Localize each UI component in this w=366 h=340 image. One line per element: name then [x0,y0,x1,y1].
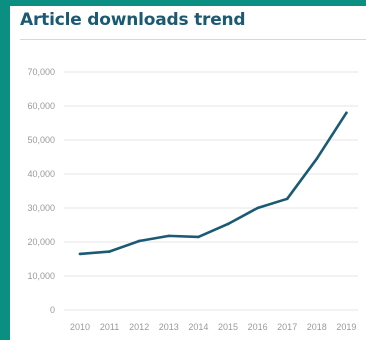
y-tick-label-30000: 30,000 [27,203,55,213]
data-point-2015 [226,222,230,226]
series-line-0 [78,111,348,256]
y-tick-label-40000: 40,000 [27,169,55,179]
title-divider [20,39,366,40]
x-tick-label-2011: 2011 [100,322,119,332]
y-tick-label-50000: 50,000 [27,135,55,145]
x-tick-label-2015: 2015 [218,322,238,332]
data-point-2018 [315,157,319,160]
y-tick-label-0: 0 [50,305,55,315]
data-point-2010 [78,252,82,256]
x-tick-label-2018: 2018 [307,322,327,332]
data-point-2013 [167,234,171,238]
x-tick-label-2013: 2013 [159,322,179,332]
x-tick-label-2017: 2017 [277,322,297,332]
data-point-2011 [108,250,111,253]
y-tick-label-10000: 10,000 [27,271,55,281]
data-point-2014 [197,235,200,239]
data-point-2019 [345,111,348,115]
data-point-2016 [256,206,259,210]
chart-title: Article downloads trend [20,10,246,30]
data-point-2012 [137,239,141,243]
y-tick-label-20000: 20,000 [27,237,55,247]
y-tick-label-60000: 60,000 [27,101,55,111]
data-point-2017 [285,197,289,201]
x-tick-label-2014: 2014 [188,322,208,332]
x-tick-label-2019: 2019 [336,322,356,332]
x-tick-label-2016: 2016 [248,322,268,332]
x-tick-label-2010: 2010 [70,322,90,332]
x-tick-label-2012: 2012 [129,322,149,332]
y-tick-label-70000: 70,000 [27,67,55,77]
